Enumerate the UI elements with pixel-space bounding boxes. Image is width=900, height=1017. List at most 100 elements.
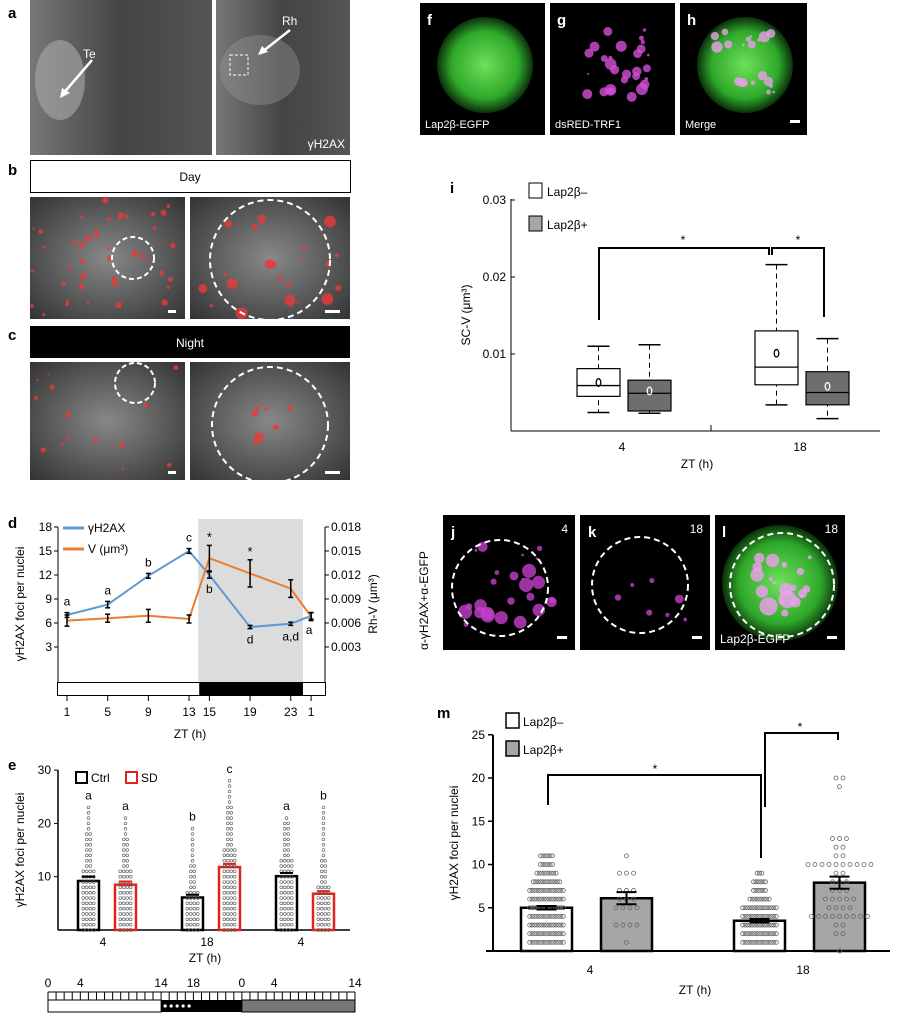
data-point: [118, 869, 122, 874]
data-point: [279, 890, 283, 895]
fluorescent-spot: [296, 301, 300, 304]
data-point: [226, 848, 230, 852]
fluorescent-spot: [124, 214, 129, 219]
fluorescent-spot: [518, 577, 534, 592]
data-point: [320, 906, 324, 911]
data-point: [226, 805, 230, 810]
fluorescent-spot: [30, 269, 34, 273]
data-point: [290, 874, 294, 879]
data-point: [290, 917, 294, 922]
data-point: [546, 922, 552, 928]
mean-marker: [773, 348, 780, 358]
data-point: [286, 843, 290, 847]
data-point: [226, 843, 230, 847]
data-point: [759, 896, 765, 902]
legend-label: SD: [141, 771, 158, 785]
data-point: [226, 837, 230, 842]
data-point: [222, 906, 226, 911]
panel-letter-f: f: [427, 12, 433, 29]
data-point: [773, 931, 779, 937]
data-point: [837, 784, 842, 790]
data-point: [631, 870, 636, 876]
data-point: [279, 885, 283, 890]
nucleus-green: [722, 525, 838, 641]
data-point: [742, 922, 748, 928]
data-point: [745, 922, 750, 928]
data-point: [551, 939, 557, 945]
data-point: [761, 896, 767, 902]
data-point: [283, 821, 287, 826]
data-point: [129, 912, 133, 916]
data-point: [631, 896, 636, 902]
data-point: [122, 901, 126, 906]
data-point: [122, 853, 126, 858]
data-point: [229, 827, 233, 831]
data-point: [320, 880, 324, 884]
significance-letter: d: [247, 633, 254, 647]
nucleus-outline: [114, 362, 156, 404]
y2-tick-label: 0.003: [331, 640, 361, 654]
data-point: [229, 874, 233, 879]
data-point: [226, 901, 230, 906]
fluorescent-spot: [78, 242, 85, 249]
label-f: Lap2β-EGFP: [425, 119, 489, 131]
legend-label: Lap2β+: [523, 743, 564, 757]
fluorescent-spot: [324, 215, 336, 228]
y-tick-label: 15: [39, 544, 53, 558]
data-point: [553, 914, 559, 919]
data-point: [532, 888, 537, 893]
data-point: [85, 853, 89, 858]
data-point: [283, 880, 287, 884]
fluorescent-spot: [107, 217, 112, 222]
legend-swatch: [75, 771, 88, 784]
x-tick-label: 4: [619, 440, 626, 454]
data-point: [556, 905, 561, 911]
chart-m: 5 10 15 20 25 γH2AX foci per nuclei 4 18 ZT (h) L…: [447, 712, 890, 997]
data-point: [85, 869, 89, 874]
fluorescent-spot: [646, 53, 650, 57]
data-point: [323, 874, 327, 879]
data-point: [86, 811, 91, 815]
data-point: [323, 869, 327, 874]
data-point: [553, 922, 559, 928]
data-point: [118, 890, 122, 895]
data-point: [283, 885, 287, 890]
data-point: [85, 864, 89, 868]
foci-group: [582, 27, 651, 102]
fluorescent-spot: [36, 378, 39, 382]
box: [805, 371, 850, 406]
data-point: [229, 832, 233, 836]
y-tick-label: 15: [472, 814, 486, 828]
data-point: [125, 912, 129, 916]
data-point: [88, 848, 92, 852]
data-point: [227, 779, 232, 783]
scale-bar: [325, 310, 340, 313]
fluorescent-spot: [630, 582, 635, 587]
data-point: [86, 805, 91, 810]
data-point: [539, 931, 545, 937]
x-tick-label: 1: [308, 705, 315, 719]
data-point: [544, 914, 549, 919]
fluorescent-spot: [781, 609, 789, 617]
data-point: [226, 821, 230, 826]
data-point: [534, 922, 540, 928]
y-tick-label: 25: [472, 728, 486, 742]
data-point: [548, 922, 554, 928]
panel-letter-b: b: [8, 162, 17, 179]
legend-label: V (μm³): [88, 542, 128, 556]
fluorescent-spot: [106, 255, 113, 261]
data-point: [327, 896, 331, 900]
y-tick-label: 20: [38, 816, 52, 830]
x-axis-label: ZT (h): [679, 983, 711, 997]
data-point: [122, 869, 126, 874]
fluorescent-spot: [644, 77, 649, 81]
data-point: [759, 939, 765, 945]
data-point: [81, 890, 85, 895]
fluorescent-spot: [131, 250, 138, 258]
fluorescent-spot: [115, 301, 122, 309]
fluorescent-spot: [465, 603, 473, 610]
data-point: [773, 922, 779, 928]
data-point: [624, 939, 629, 945]
data-point: [81, 896, 85, 900]
fluorescent-spot: [490, 578, 497, 585]
